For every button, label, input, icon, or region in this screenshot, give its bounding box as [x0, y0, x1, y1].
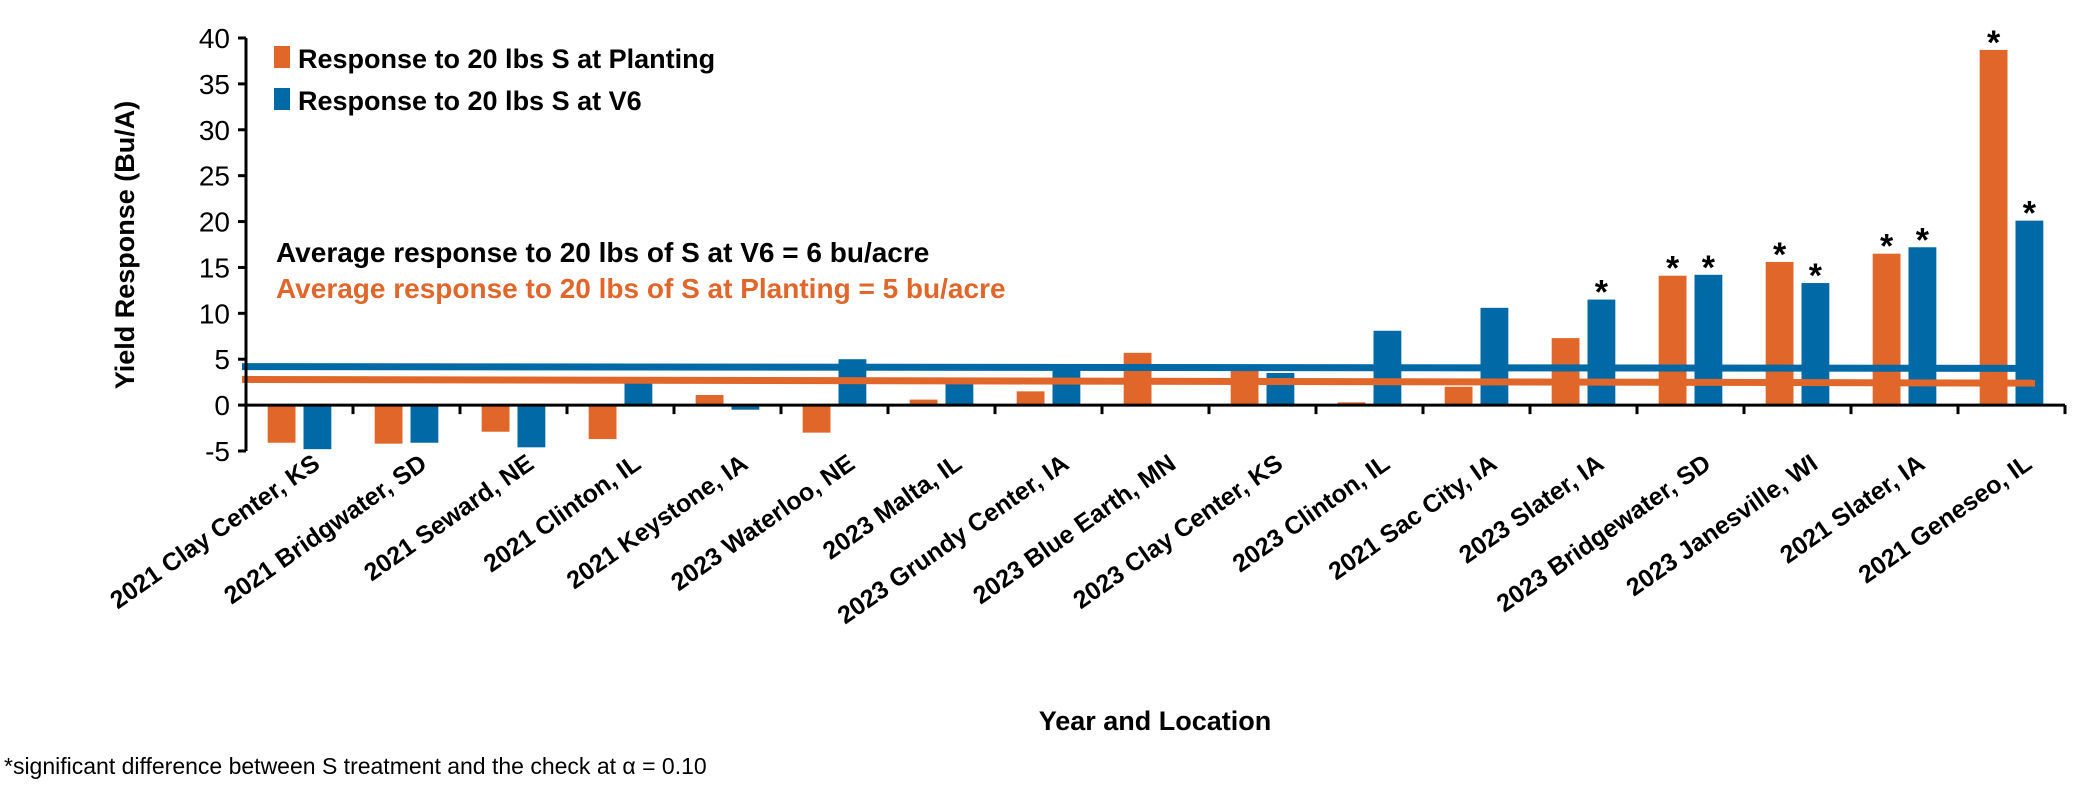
legend: Response to 20 lbs S at Planting Respons…	[274, 44, 715, 116]
bar-planting	[909, 399, 938, 406]
bar-v6	[624, 382, 653, 406]
y-tick-label: 15	[199, 252, 230, 283]
footnote: *significant difference between S treatm…	[4, 753, 707, 779]
y-tick-label: 0	[214, 390, 230, 421]
bar-v6	[517, 405, 546, 448]
significance-marker: *	[1773, 236, 1787, 274]
x-tick-label: 2023 Janesville, WI	[1621, 449, 1823, 602]
bar-v6	[731, 405, 760, 410]
x-axis-title: Year and Location	[1039, 706, 1272, 736]
bar-planting	[481, 405, 510, 432]
bar-planting	[1979, 49, 2008, 406]
legend-swatch-planting	[274, 46, 290, 68]
significance-marker: *	[2023, 195, 2037, 233]
bar-v6	[1587, 299, 1616, 406]
bar-v6	[1052, 370, 1081, 406]
bar-planting	[695, 395, 724, 406]
significance-marker: *	[1809, 257, 1823, 295]
significance-marker: *	[1880, 228, 1894, 266]
bar-planting	[1444, 386, 1473, 406]
y-tick-label: -5	[205, 436, 230, 467]
annotation-v6-average: Average response to 20 lbs of S at V6 = …	[276, 237, 929, 268]
bar-planting	[267, 405, 296, 443]
x-tick-label: 2021 Clay Center, KS	[105, 449, 325, 615]
y-tick-label: 40	[199, 23, 230, 54]
bar-v6	[1480, 307, 1509, 406]
y-tick-label: 5	[214, 344, 230, 375]
y-tick-label: 25	[199, 161, 230, 192]
legend-label-v6: Response to 20 lbs S at V6	[298, 86, 642, 116]
average-lines	[241, 363, 2036, 387]
x-tick-label: 2021 Keystone, IA	[562, 449, 753, 595]
bar-v6	[1908, 247, 1937, 406]
bar-v6	[1266, 372, 1295, 406]
y-tick-label: 20	[199, 207, 230, 238]
x-tick-label: 2023 Waterloo, NE	[666, 449, 860, 597]
y-tick-label: 10	[199, 298, 230, 329]
legend-label-planting: Response to 20 lbs S at Planting	[298, 44, 715, 74]
annotation-planting-average: Average response to 20 lbs of S at Plant…	[276, 273, 1006, 304]
legend-swatch-v6	[274, 88, 290, 110]
y-tick-label: 30	[199, 115, 230, 146]
y-tick-label: 35	[199, 69, 230, 100]
significance-marker: *	[1987, 24, 2001, 62]
bar-planting	[802, 405, 831, 433]
x-tick-label: 2023 Blue Earth, MN	[968, 449, 1181, 610]
significance-marker: *	[1666, 250, 1680, 288]
significance-marker: *	[1702, 249, 1716, 287]
bar-planting	[1551, 338, 1580, 406]
significance-marker: *	[1916, 221, 1930, 259]
bar-v6	[303, 405, 332, 450]
bar-planting	[374, 405, 403, 444]
y-axis-title: Yield Response (Bu/A)	[110, 101, 140, 390]
average-line-v6	[241, 363, 2036, 372]
bar-v6	[410, 405, 439, 443]
significance-marker: *	[1595, 274, 1609, 312]
bar-planting	[1016, 391, 1045, 406]
average-line-planting	[241, 375, 2036, 387]
x-tick-label: 2021 Geneseo, IL	[1854, 449, 2037, 589]
bar-v6	[2015, 220, 2044, 406]
bar-planting	[1230, 368, 1259, 406]
bar-v6	[1801, 283, 1830, 406]
bar-planting	[588, 405, 617, 440]
x-tick-label: 2021 Bridgwater, SD	[219, 449, 432, 610]
